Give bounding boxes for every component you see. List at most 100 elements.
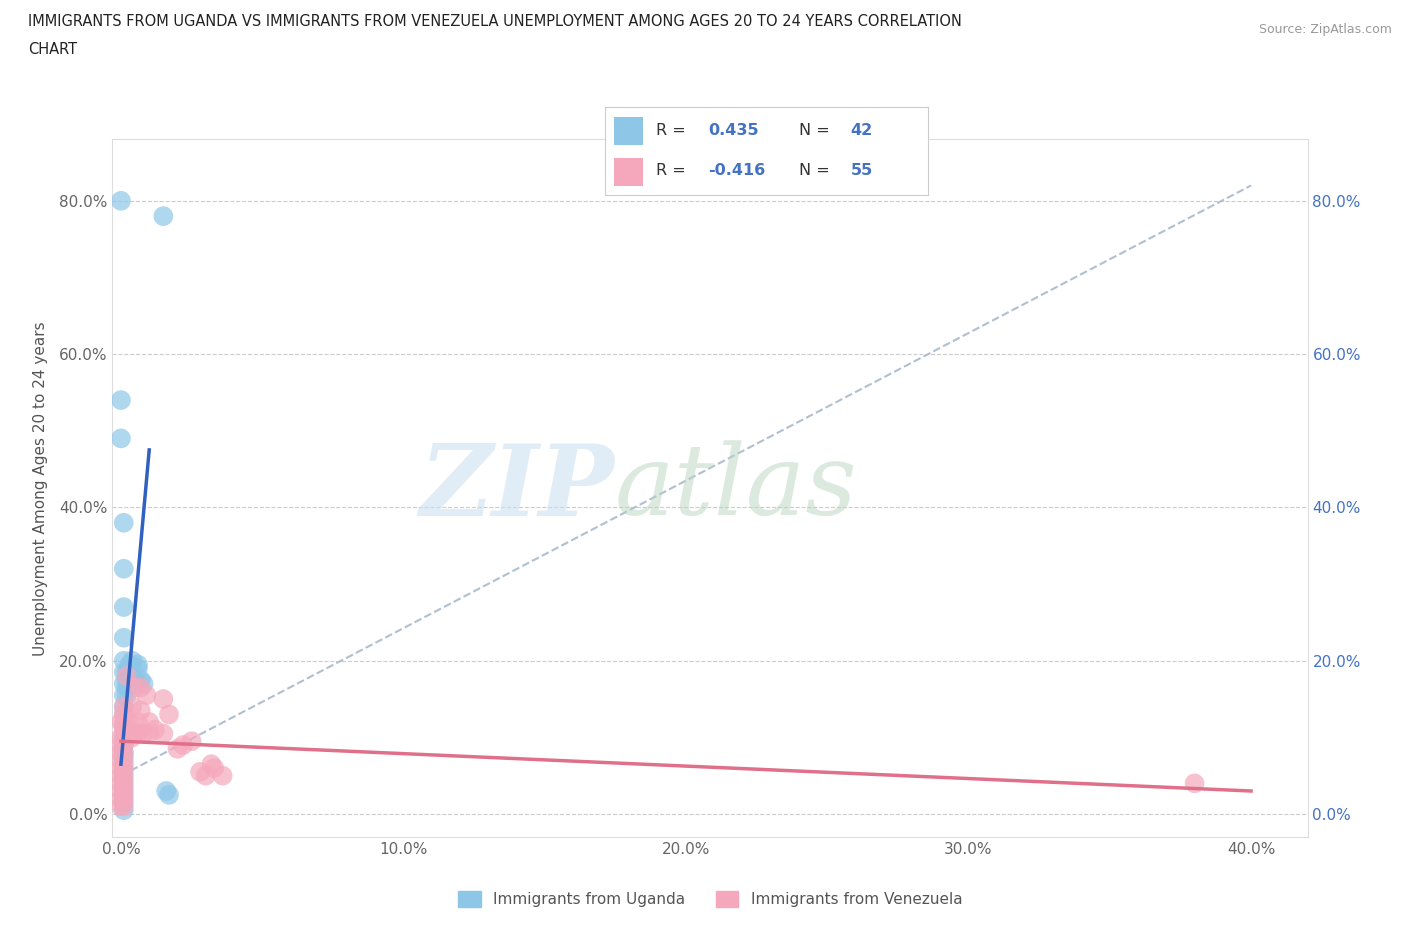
Point: [112, 749, 135, 764]
Point: [110, 753, 132, 768]
Point: [157, 788, 180, 803]
Point: [118, 714, 141, 729]
FancyBboxPatch shape: [614, 116, 644, 145]
Point: [112, 757, 135, 772]
Text: 55: 55: [851, 163, 873, 178]
Point: [1184, 776, 1206, 790]
Point: [112, 699, 135, 714]
Legend: Immigrants from Uganda, Immigrants from Venezuela: Immigrants from Uganda, Immigrants from …: [451, 884, 969, 913]
Point: [118, 726, 141, 741]
Point: [180, 734, 202, 749]
Point: [112, 676, 135, 691]
Point: [110, 745, 132, 760]
Text: N =: N =: [799, 163, 830, 178]
Point: [112, 768, 135, 783]
Point: [152, 208, 174, 223]
Point: [115, 669, 138, 684]
Point: [127, 714, 149, 729]
Point: [124, 726, 146, 741]
Point: [115, 672, 138, 687]
Text: N =: N =: [799, 124, 830, 139]
Point: [110, 776, 132, 790]
Point: [112, 737, 135, 752]
Point: [112, 788, 135, 803]
Point: [115, 730, 138, 745]
Point: [112, 730, 135, 745]
Point: [152, 726, 174, 741]
Point: [110, 392, 132, 407]
Point: [115, 665, 138, 680]
Point: [112, 688, 135, 703]
Point: [112, 737, 135, 752]
Point: [129, 672, 152, 687]
Point: [121, 653, 143, 668]
Point: [112, 745, 135, 760]
Point: [112, 791, 135, 806]
Point: [112, 600, 135, 615]
Text: Source: ZipAtlas.com: Source: ZipAtlas.com: [1258, 23, 1392, 36]
Point: [110, 193, 132, 208]
Point: [118, 665, 141, 680]
Point: [124, 672, 146, 687]
Point: [155, 784, 177, 799]
Point: [138, 714, 160, 729]
Point: [152, 692, 174, 707]
Point: [112, 707, 135, 722]
Point: [121, 661, 143, 676]
Point: [129, 680, 152, 695]
Text: R =: R =: [657, 124, 686, 139]
Point: [112, 730, 135, 745]
Text: atlas: atlas: [614, 441, 858, 536]
Text: ZIP: ZIP: [419, 440, 614, 537]
Point: [110, 737, 132, 752]
Point: [112, 515, 135, 530]
Point: [110, 784, 132, 799]
Point: [127, 658, 149, 672]
Point: [112, 764, 135, 779]
Point: [135, 688, 157, 703]
Point: [112, 803, 135, 817]
Point: [112, 707, 135, 722]
Point: [118, 658, 141, 672]
Point: [202, 761, 225, 776]
Point: [166, 741, 188, 756]
Point: [129, 703, 152, 718]
Point: [127, 661, 149, 676]
Point: [112, 714, 135, 729]
Point: [110, 761, 132, 776]
Point: [115, 688, 138, 703]
Point: [112, 665, 135, 680]
Point: [121, 699, 143, 714]
Point: [127, 726, 149, 741]
Point: [112, 795, 135, 810]
Point: [112, 723, 135, 737]
FancyBboxPatch shape: [614, 158, 644, 186]
Point: [110, 791, 132, 806]
Point: [124, 676, 146, 691]
Point: [132, 726, 155, 741]
Point: [124, 680, 146, 695]
Point: [132, 676, 155, 691]
Point: [112, 699, 135, 714]
Point: [112, 772, 135, 787]
Point: [110, 714, 132, 729]
Point: [112, 745, 135, 760]
Text: 0.435: 0.435: [709, 124, 759, 139]
Text: R =: R =: [657, 163, 686, 178]
Point: [172, 737, 194, 752]
Point: [110, 431, 132, 445]
Point: [110, 799, 132, 814]
Point: [112, 776, 135, 790]
Point: [194, 768, 217, 783]
Point: [112, 761, 135, 776]
Point: [112, 799, 135, 814]
Point: [138, 726, 160, 741]
Point: [115, 680, 138, 695]
Point: [110, 768, 132, 783]
Text: CHART: CHART: [28, 42, 77, 57]
Point: [188, 764, 211, 779]
Text: IMMIGRANTS FROM UGANDA VS IMMIGRANTS FROM VENEZUELA UNEMPLOYMENT AMONG AGES 20 T: IMMIGRANTS FROM UGANDA VS IMMIGRANTS FRO…: [28, 14, 962, 29]
Point: [112, 653, 135, 668]
Point: [121, 730, 143, 745]
Point: [112, 753, 135, 768]
